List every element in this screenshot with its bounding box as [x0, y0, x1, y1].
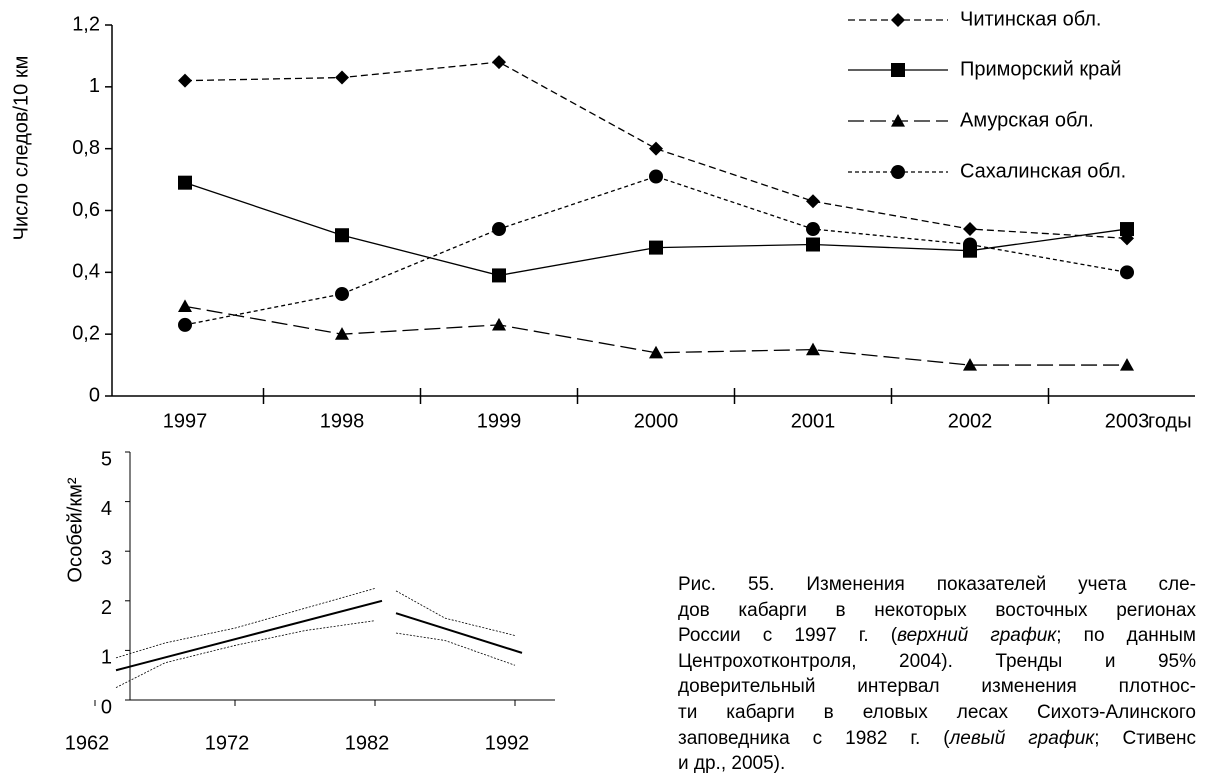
caption-text: ти кабарги в еловых лесах Сихотэ-Алинско… [678, 701, 1196, 723]
marker [1120, 265, 1134, 280]
x-tick-label: 2002 [948, 410, 993, 432]
marker [806, 237, 820, 252]
y-tick-label: 1,2 [72, 13, 100, 35]
y-tick-label: 3 [101, 547, 112, 569]
x-tick-label: 2001 [791, 410, 836, 432]
caption-text: Центрохотконтроля, 2004). Тренды и 95% [678, 650, 1196, 672]
caption-text: и др., 2005). [678, 753, 786, 775]
caption-line: Рис. 55. Изменения показателей учета сле… [678, 572, 1196, 598]
marker [649, 345, 663, 359]
x-tick-label: 1992 [485, 732, 530, 754]
marker [649, 240, 663, 255]
series-line [395, 632, 516, 666]
x-tick-label: 2000 [634, 410, 679, 432]
caption-line: и др., 2005). [678, 751, 1196, 777]
y-tick-label: 4 [101, 498, 112, 520]
marker [649, 141, 663, 156]
marker [806, 194, 820, 209]
legend-label: Читинская обл. [960, 8, 1101, 30]
x-tick-label: 1982 [345, 732, 390, 754]
x-tick-label: 1999 [477, 410, 522, 432]
caption-text: ; Стивенс [1094, 727, 1196, 749]
marker [806, 222, 820, 237]
caption-line: России с 1997 г. (верхний график; по дан… [678, 623, 1196, 649]
y-tick-label: 0,8 [72, 137, 100, 159]
marker [335, 327, 349, 340]
marker [891, 63, 905, 77]
marker [492, 268, 506, 283]
caption-text: России с 1997 г. ( [678, 625, 898, 647]
y-tick-label: 5 [101, 448, 112, 470]
marker [492, 317, 506, 331]
series-line [395, 612, 523, 654]
marker [178, 175, 192, 190]
marker [178, 299, 192, 312]
y-tick-label: 1 [89, 75, 100, 97]
caption-line: Центрохотконтроля, 2004). Тренды и 95% [678, 649, 1196, 675]
y-tick-label: 2 [101, 597, 112, 619]
y-tick-label: 1 [101, 647, 112, 669]
x-tick-label: 1962 [65, 732, 110, 754]
marker [649, 169, 663, 184]
marker [335, 228, 349, 243]
marker [963, 237, 977, 252]
caption-text: дов кабарги в некоторых восточных регион… [678, 599, 1196, 621]
legend-label: Амурская обл. [960, 109, 1094, 131]
marker [335, 70, 349, 85]
marker [335, 286, 349, 301]
marker [1120, 358, 1134, 371]
y-tick-label: 0 [101, 696, 112, 718]
legend-label: Приморский край [960, 58, 1121, 80]
x-tick-label: 1997 [163, 410, 208, 432]
y-axis-label: Особей/км² [64, 477, 86, 582]
series-line [115, 620, 376, 688]
y-tick-label: 0,4 [72, 261, 100, 283]
y-tick-label: 0,6 [72, 199, 100, 221]
caption-line: заповедника с 1982 г. (левый график; Сти… [678, 726, 1196, 752]
y-tick-label: 0,2 [72, 322, 100, 344]
series-line [115, 599, 383, 672]
marker [891, 114, 905, 127]
marker [806, 342, 820, 356]
marker [492, 55, 506, 70]
marker [891, 13, 905, 27]
marker [492, 222, 506, 237]
caption-text: Рис. 55. Изменения показателей учета сле… [678, 574, 1196, 595]
marker [178, 317, 192, 332]
caption-text: левый график [949, 727, 1095, 749]
caption-text: ; по данным [1056, 625, 1196, 647]
caption-line: доверительный интервал изменения плотнос… [678, 674, 1196, 700]
caption-text: верхний график [897, 625, 1057, 647]
y-tick-label: 0 [89, 384, 100, 406]
marker [963, 222, 977, 237]
series-line [184, 182, 1128, 277]
caption-text: доверительный интервал изменения плотнос… [678, 676, 1196, 698]
caption-line: ти кабарги в еловых лесах Сихотэ-Алинско… [678, 700, 1196, 726]
series-line [115, 588, 376, 659]
x-tick-label: 2003 [1105, 410, 1150, 432]
legend-label: Сахалинская обл. [960, 160, 1126, 182]
marker [178, 73, 192, 88]
marker [963, 358, 977, 371]
marker [891, 165, 905, 179]
caption-line: дов кабарги в некоторых восточных регион… [678, 598, 1196, 624]
caption: Рис. 55. Изменения показателей учета сле… [678, 572, 1196, 777]
caption-text: заповедника с 1982 г. ( [678, 727, 950, 749]
x-tick-label: 1972 [205, 732, 250, 754]
x-tick-label: 1998 [320, 410, 365, 432]
x-axis-label: годы [1148, 410, 1192, 432]
y-axis-label: Число следов/10 км [10, 56, 32, 241]
marker [1120, 222, 1134, 237]
series-line [395, 590, 516, 636]
